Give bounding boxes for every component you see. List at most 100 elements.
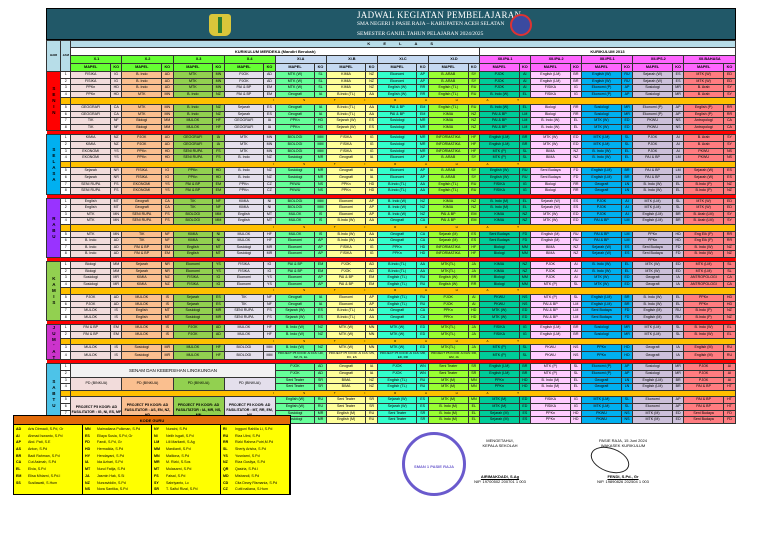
- subject-cell: FISIKA: [479, 187, 520, 195]
- subject-cell: B. Arab: [683, 134, 724, 142]
- teacher-code-cell: HD: [109, 90, 123, 99]
- teacher-code-cell: IG: [518, 324, 532, 332]
- teacher-code-cell: MR: [161, 344, 174, 352]
- subject-cell: English (M): [530, 237, 571, 245]
- schedule-row: 8 B. Indo AD PAI & BP EM English MT Sosiologi MR…: [47, 250, 737, 259]
- subject-cell: Seni Teater: [427, 363, 469, 371]
- subject-cell: B. Indo: [223, 154, 265, 162]
- subject-cell: Geografi: [274, 103, 316, 112]
- teacher-code-cell: NZ: [212, 103, 225, 112]
- teacher-code-cell: MR: [314, 154, 327, 162]
- teacher-code-cell: AP: [365, 197, 378, 206]
- subject-cell: BIOLOGI: [223, 350, 265, 361]
- subject-cell: PKWU: [530, 344, 571, 352]
- subject-cell: SENI RUPA: [121, 210, 163, 219]
- teacher-code-cell: EL: [620, 154, 634, 162]
- subject-cell: Seni Teater: [274, 376, 316, 385]
- teacher-code-cell: IG: [569, 84, 583, 92]
- subject-cell: Ekonomi: [632, 402, 673, 411]
- teacher-code-cell: HD: [212, 167, 225, 175]
- subject-cell: MULOK: [121, 324, 163, 332]
- teacher-code-cell: FD: [620, 313, 634, 322]
- teacher-code-cell: EM: [416, 103, 429, 112]
- teacher-name: Nuraini, S.Pd: [166, 427, 188, 431]
- subject-cell: KIMIA: [427, 110, 469, 119]
- teacher-code-cell: BR: [620, 167, 634, 175]
- subject-cell: MTK (W): [530, 217, 571, 226]
- teacher-code-cell: AI: [671, 140, 685, 149]
- legend-title: KODE GURU: [14, 416, 290, 425]
- teacher-code-cell: ED: [671, 261, 685, 269]
- teacher-code-cell: CA: [161, 204, 174, 212]
- mapel-header: MAPEL: [683, 63, 724, 72]
- legend-item: HD Hermalida, S.Pd: [85, 446, 149, 453]
- teacher-code-cell: CA: [722, 280, 737, 289]
- subject-cell: MTK (M): [632, 416, 673, 424]
- subject-cell: PPKn: [172, 173, 214, 182]
- subject-cell: MTK (W): [683, 71, 724, 79]
- subject-cell: TIK: [223, 294, 265, 302]
- schedule-row: SELASA 1 KIMIA NZ PJOK AD GEOGRAFI IA MTK MN BIOLO…: [45, 134, 737, 195]
- teacher-name: Ellaya Susia, S.Pd, Gr: [97, 433, 133, 438]
- subject-cell: KIMIA: [427, 123, 469, 132]
- teacher-code-cell: AA: [365, 313, 378, 322]
- teacher-name: M. Rizki, S.Sos: [166, 460, 191, 465]
- subject-cell: MTK (P): [530, 294, 571, 302]
- subject-cell: Sosiologi: [70, 280, 111, 289]
- subject-cell: PKWU: [274, 180, 316, 189]
- subject-cell: FISIKA: [530, 402, 571, 411]
- teacher-code-cell: MR: [671, 90, 685, 99]
- subject-cell: English (M): [632, 307, 673, 315]
- teacher-code-cell: SL: [569, 294, 583, 302]
- legend-item: RU Riza Ulmi, S.Pd: [223, 433, 287, 440]
- subject-cell: KIMIA: [223, 204, 265, 212]
- subject-cell: PPKn: [274, 123, 316, 132]
- teacher-code: HY: [85, 453, 90, 458]
- subject-cell: English (W): [479, 167, 520, 175]
- signature-left: MENGETAHUI, KEPALA SEKOLAH AIRIMAKDADI, …: [470, 438, 530, 484]
- subject-cell: FISIKA: [530, 84, 571, 92]
- legend-item: ES Ellaya Susia, S.Pd, Gr: [85, 433, 149, 440]
- teacher-code-cell: LM: [569, 300, 583, 309]
- teacher-code-cell: SY: [467, 167, 481, 175]
- teacher-code-cell: RR: [569, 180, 583, 189]
- teacher-code-cell: EL: [569, 376, 583, 385]
- subject-cell: B.Indo (TL): [325, 307, 367, 315]
- subject-cell: English: [121, 313, 163, 322]
- teacher-code-cell: MR: [416, 134, 429, 142]
- teacher-code: EM: [16, 473, 22, 478]
- subject-cell: KIMIA: [479, 210, 520, 219]
- teacher-code-cell: MR: [212, 307, 225, 315]
- teacher-code-cell: RU: [467, 84, 481, 92]
- day-label: JUM'AT: [45, 324, 62, 361]
- teacher-code-cell: SY: [467, 77, 481, 86]
- teacher-code-cell: YS: [263, 274, 276, 282]
- legend-item: HY Hendayani, S.Pd: [85, 453, 149, 460]
- teacher-code-cell: AI: [722, 363, 737, 371]
- teacher-code-cell: BR: [620, 294, 634, 302]
- subject-cell: MTK (LM): [683, 267, 724, 276]
- subject-cell: PJOK: [632, 134, 673, 142]
- subject-cell: MTK (LM): [581, 140, 622, 149]
- teacher-code-cell: LM: [620, 217, 634, 226]
- teacher-code-cell: ES: [416, 396, 429, 404]
- legend-item: NZ Riza Gusliya, S.Pd: [223, 459, 287, 466]
- teacher-code-cell: MN: [212, 71, 225, 79]
- subject-cell: MULOK: [274, 217, 316, 226]
- subject-cell: MTK: [223, 147, 265, 156]
- teacher-code-cell: IG: [161, 173, 174, 182]
- teacher-name: Rizki Rahma Putri,M.Pd: [235, 440, 274, 445]
- subject-cell: Sejarah (W): [632, 71, 673, 79]
- subject-cell: PPKn: [223, 187, 265, 195]
- subject-cell: PKWU: [683, 154, 724, 162]
- subject-cell: Ekonomi: [632, 396, 673, 404]
- teacher-code-cell: FS: [212, 147, 225, 156]
- subject-cell: KIMIA: [479, 261, 520, 269]
- teacher-code-cell: SR: [314, 383, 327, 391]
- jam-number: 3: [60, 274, 72, 282]
- teacher-code-cell: LM: [569, 307, 583, 315]
- teacher-code: LM: [154, 440, 160, 445]
- jam-number: 5: [60, 230, 72, 239]
- teacher-code-cell: CZ: [263, 187, 276, 195]
- schedule-row: JUM'AT 1 PAI & BP EM MULOK IS PJOK AD MULOK HF B. …: [45, 324, 737, 361]
